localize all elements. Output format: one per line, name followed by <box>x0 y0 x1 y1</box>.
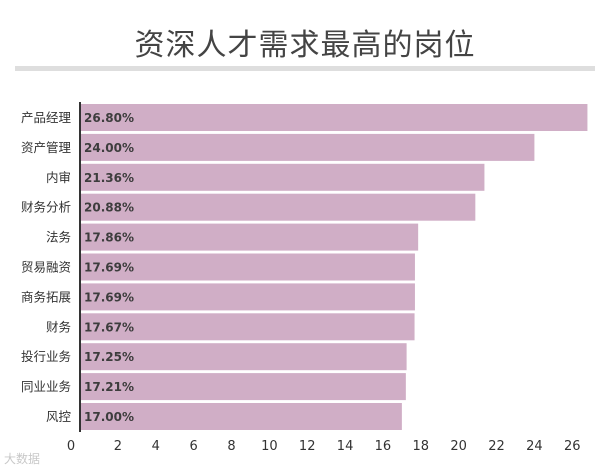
category-label: 内审 <box>46 170 71 185</box>
data-label: 17.69% <box>84 261 134 275</box>
category-label: 商务拓展 <box>21 289 71 304</box>
category-label: 投行业务 <box>21 349 71 364</box>
category-label: 风控 <box>46 409 72 424</box>
data-label: 24.00% <box>84 141 134 155</box>
data-label: 17.69% <box>84 290 134 304</box>
bar <box>80 133 535 161</box>
x-tick-label: 0 <box>67 439 75 454</box>
bar <box>80 403 402 430</box>
data-label: 17.00% <box>84 410 134 424</box>
bar <box>80 223 419 251</box>
x-tick-label: 4 <box>152 439 160 454</box>
bar <box>80 163 485 191</box>
x-tick-label: 26 <box>564 439 581 454</box>
category-label: 产品经理 <box>21 110 72 125</box>
bar <box>80 313 415 341</box>
category-label: 财务 <box>46 319 71 334</box>
bar <box>80 343 407 371</box>
data-label: 17.67% <box>84 320 134 334</box>
category-label: 资产管理 <box>21 140 72 155</box>
category-label: 财务分析 <box>21 200 71 215</box>
x-tick-label: 18 <box>413 439 430 454</box>
x-tick-label: 12 <box>299 439 316 454</box>
x-tick-label: 16 <box>375 439 392 454</box>
x-tick-label: 2 <box>114 439 122 454</box>
x-tick-label: 20 <box>450 439 467 454</box>
category-label: 法务 <box>46 230 71 245</box>
bar <box>80 253 415 281</box>
data-label: 26.80% <box>84 111 134 125</box>
x-tick-label: 14 <box>337 439 354 454</box>
x-tick-label: 8 <box>227 439 235 454</box>
bar <box>80 373 406 401</box>
x-tick-label: 6 <box>189 439 197 454</box>
category-label: 同业业务 <box>21 379 71 394</box>
bar <box>80 193 476 221</box>
title-divider <box>15 66 595 71</box>
data-label: 20.88% <box>84 201 134 215</box>
watermark: 大数据 <box>4 452 41 466</box>
x-tick-label: 22 <box>488 439 505 454</box>
bar <box>80 104 588 131</box>
data-label: 17.25% <box>84 350 134 364</box>
data-label: 17.21% <box>84 380 134 394</box>
x-tick-label: 24 <box>526 439 543 454</box>
bar <box>80 283 415 311</box>
chart-title: 资深人才需求最高的岗位 <box>134 28 476 63</box>
x-tick-label: 10 <box>261 439 278 454</box>
category-label: 贸易融资 <box>21 260 71 275</box>
data-label: 17.86% <box>84 231 134 245</box>
data-label: 21.36% <box>84 171 134 185</box>
